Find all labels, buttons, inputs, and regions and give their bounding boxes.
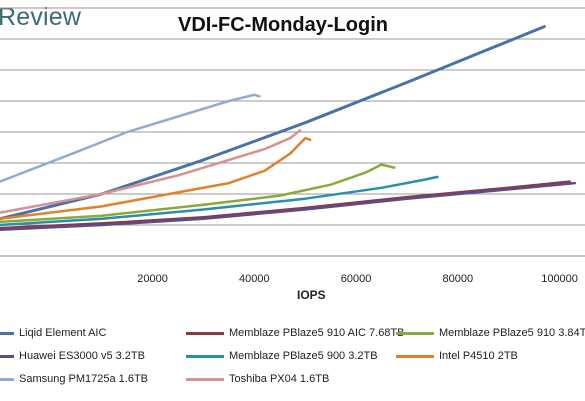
x-tick-label: 60000 [341,273,372,285]
legend-label: Toshiba PX04 1.6TB [229,373,330,385]
legend-swatch [186,354,224,358]
legend-label: Memblaze PBlaze5 910 3.84TB [439,327,585,339]
x-tick-label: 40000 [239,273,270,285]
x-tick-labels: 20000 40000 60000 80000 100000 [137,273,578,285]
legend-label: Samsung PM1725a 1.6TB [19,373,149,385]
gridlines [0,7,585,257]
series-line-8 [0,129,302,214]
legend-label: Liqid Element AIC [19,327,107,339]
legend-item: Samsung PM1725a 1.6TB [0,372,148,386]
legend-swatch [186,377,224,381]
x-tick-label: 20000 [137,273,168,285]
legend-swatch [396,331,434,335]
legend-swatch [186,331,224,335]
series-line-3 [0,163,396,224]
legend-item: Liqid Element AIC [0,326,106,340]
legend-swatch [0,354,14,358]
series-line-2 [0,180,571,230]
series-line-4 [0,181,577,231]
x-tick-label: 100000 [541,273,578,285]
legend-label: Memblaze PBlaze5 910 AIC 7.68TB [229,327,405,339]
legend-label: Intel P4510 2TB [439,350,518,362]
legend-item: Intel P4510 2TB [396,349,518,363]
legend-item: Huawei ES3000 v5 3.2TB [0,349,145,363]
series-line-5 [0,175,439,227]
chart-legend: Liqid Element AIC Memblaze PBlaze5 910 AI… [0,326,585,401]
series-line-7 [0,93,261,183]
legend-label: Huawei ES3000 v5 3.2TB [19,350,145,362]
legend-item: Toshiba PX04 1.6TB [186,372,329,386]
x-tick-label: 80000 [443,273,474,285]
x-axis-label: IOPS [297,288,326,302]
legend-item: Memblaze PBlaze5 900 3.2TB [186,349,378,363]
legend-item: Memblaze PBlaze5 910 3.84TB [396,326,585,340]
chart-title: VDI-FC-Monday-Login [178,14,388,36]
legend-swatch [0,331,14,335]
legend-label: Memblaze PBlaze5 900 3.2TB [229,350,378,362]
legend-swatch [396,354,434,358]
series-line-6 [0,136,312,221]
series-lines [0,25,577,231]
legend-swatch [0,377,14,381]
series-line-1 [0,25,546,221]
legend-item: Memblaze PBlaze5 910 AIC 7.68TB [186,326,404,340]
